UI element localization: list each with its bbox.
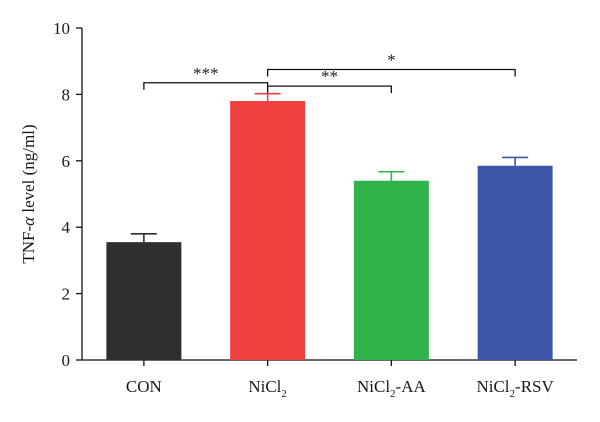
y-tick-label: 6: [62, 152, 71, 171]
significance-brackets: *** ***: [143, 51, 516, 94]
significance-label: *: [387, 51, 396, 70]
x-tick-label: CON: [126, 377, 162, 396]
y-tick-label: 10: [53, 19, 70, 38]
bar: [477, 165, 553, 360]
x-tick-label: NiCl2: [248, 377, 287, 400]
bar: [230, 101, 306, 360]
significance-bracket: [266, 68, 516, 77]
y-tick-label: 4: [62, 218, 71, 237]
y-tick-label: 8: [62, 85, 71, 104]
bars: [106, 101, 553, 360]
y-tick-label: 0: [62, 351, 71, 370]
significance-bracket: [266, 85, 393, 94]
bar: [353, 180, 429, 360]
error-bars: [130, 92, 529, 243]
significance-bracket: [143, 82, 269, 90]
x-tick-label: NiCl2-RSV: [476, 377, 554, 400]
significance-label: ***: [193, 64, 219, 83]
y-tick-label: 2: [62, 285, 71, 304]
bar: [106, 242, 182, 360]
y-axis-label: TNF-α level (ng/ml): [19, 124, 38, 263]
axis-labels: TNF-α level (ng/ml) CON NiCl2 NiCl2-AA NiCl2…: [19, 124, 554, 400]
significance-label: **: [321, 67, 338, 86]
x-tick-label: NiCl2-AA: [357, 377, 427, 400]
